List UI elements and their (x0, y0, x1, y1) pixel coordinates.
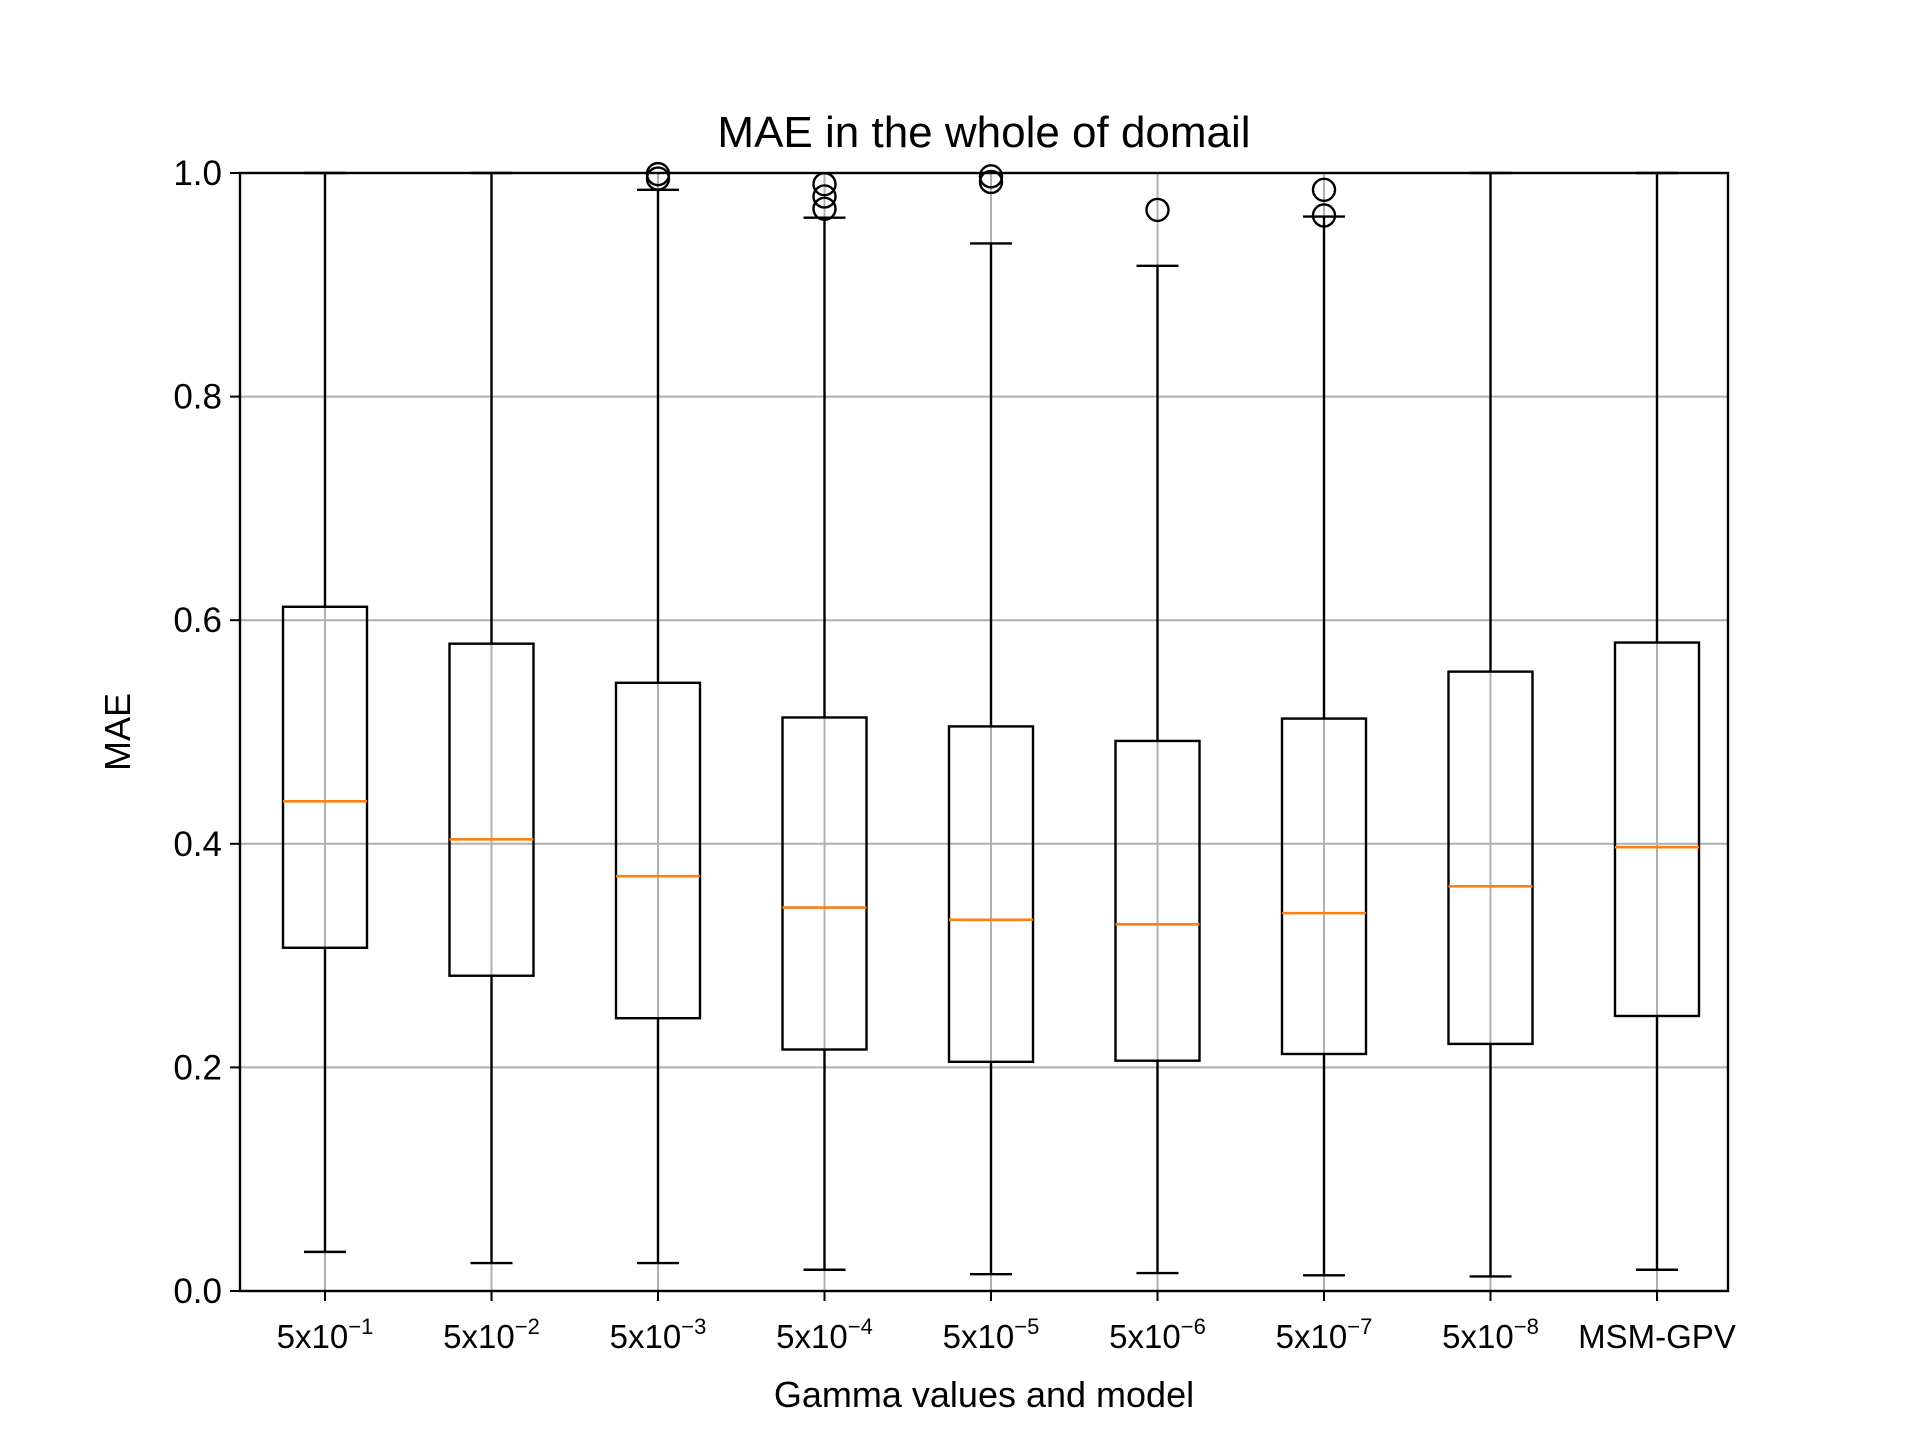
plot-frame (238, 171, 1730, 1293)
outlier-point (978, 164, 1004, 189)
chart-title: MAE in the whole of domail (717, 108, 1250, 157)
outlier-point (1311, 203, 1337, 228)
y-tick-label: 0.6 (173, 601, 222, 640)
x-tick-label: 5x10−6 (1109, 1314, 1206, 1355)
outlier-point (1311, 177, 1337, 202)
box-group (781, 171, 868, 1271)
box-group (1114, 197, 1201, 1275)
iqr-box (1447, 670, 1534, 1046)
x-tick-label: 5x10−3 (610, 1314, 707, 1355)
iqr-box (448, 642, 535, 977)
x-tick-label: 5x10−5 (943, 1314, 1040, 1355)
y-tick-label: 1.0 (173, 154, 222, 193)
outlier-point (812, 184, 837, 209)
x-tick-label: 5x10−2 (443, 1314, 540, 1355)
outlier-point (978, 169, 1004, 195)
iqr-box (1613, 641, 1701, 1018)
iqr-box (947, 725, 1035, 1064)
iqr-box (281, 605, 369, 949)
x-tick-label: 5x10−4 (776, 1314, 873, 1355)
boxes (281, 161, 1701, 1278)
iqr-box (781, 716, 868, 1051)
box-group (1613, 171, 1701, 1271)
box-group (1447, 171, 1534, 1278)
box-group (281, 171, 369, 1254)
box-group (614, 161, 702, 1265)
y-axis-label: MAE (97, 693, 138, 771)
x-axis-label: Gamma values and model (774, 1374, 1194, 1415)
x-tick-label: 5x10−7 (1276, 1314, 1373, 1355)
iqr-box (1280, 717, 1368, 1056)
y-tick-label: 0.8 (173, 378, 222, 417)
x-tick-label: 5x10−8 (1442, 1314, 1539, 1355)
y-tick-label: 0.0 (173, 1272, 222, 1311)
outlier-point (1145, 197, 1170, 223)
outlier-point (812, 196, 837, 221)
iqr-box (614, 681, 702, 1020)
box-group (1280, 177, 1368, 1277)
x-tick-label: 5x10−1 (277, 1314, 374, 1355)
axis-ticks: 0.0 0.2 0.4 0.6 0.8 1.0 5x10−1 5x10−2 5x10−3 5x10… (173, 154, 1735, 1355)
box-group (947, 164, 1035, 1276)
iqr-box (1114, 739, 1201, 1062)
x-tick-label: MSM-GPV (1578, 1318, 1736, 1355)
y-tick-label: 0.4 (173, 825, 222, 864)
y-tick-label: 0.2 (173, 1048, 222, 1087)
